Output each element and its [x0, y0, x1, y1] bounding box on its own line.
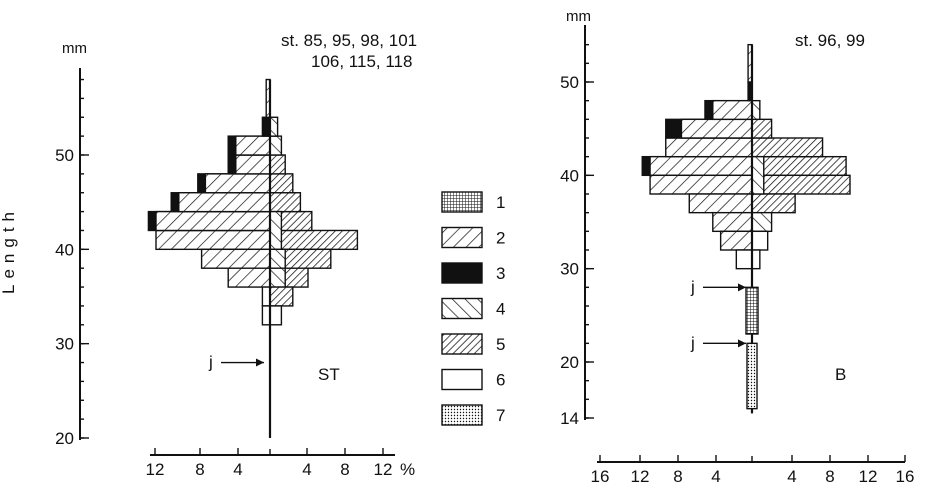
- right-bar: [751, 249, 761, 270]
- y-tick-label: 30: [55, 335, 74, 354]
- x-tick-label: 16: [591, 467, 610, 486]
- left-bar: [261, 116, 271, 137]
- x-tick-label: 12: [374, 460, 393, 479]
- y-tick-label: 50: [560, 73, 579, 92]
- panel2-y-unit: mm: [566, 8, 591, 25]
- panel-st: 20 30 40 50 12 8 4 4 8 12 j: [55, 68, 395, 479]
- left-bar: [719, 230, 753, 251]
- legend-label-4: 4: [496, 300, 505, 319]
- stem-cross-bar: [745, 286, 759, 335]
- stem-dots-bar: [746, 342, 758, 410]
- annotation-j: j: [208, 353, 213, 372]
- y-tick-label: 14: [560, 409, 579, 428]
- legend-label-1: 1: [496, 193, 505, 212]
- left-bar: [155, 229, 271, 251]
- right-bar: [751, 155, 847, 177]
- left-bar: [735, 249, 753, 270]
- annotation-j: j: [690, 277, 695, 296]
- right-bar: [751, 230, 769, 251]
- legend-swatch-6: [441, 368, 483, 391]
- y-tick-label: 50: [55, 146, 74, 165]
- legend-swatch-4: [441, 297, 483, 320]
- y-tick-label: 40: [55, 240, 74, 259]
- left-bar: [204, 173, 271, 194]
- right-bar: [269, 116, 279, 137]
- right-bar: [269, 248, 286, 269]
- legend-label-3: 3: [496, 264, 505, 283]
- x-tick-label: 16: [896, 467, 915, 486]
- right-bar: [751, 193, 796, 214]
- legend-label-6: 6: [496, 371, 505, 390]
- right-bar: [751, 174, 851, 195]
- right-bar: [751, 155, 765, 195]
- right-bar: [269, 210, 283, 251]
- left-bar: [235, 154, 271, 175]
- left-bar: [235, 135, 271, 156]
- left-bar: [649, 155, 753, 177]
- arrow-head: [738, 283, 746, 292]
- x-tick-label: 4: [787, 467, 796, 486]
- left-bar: [712, 99, 753, 121]
- right-bar: [269, 286, 294, 307]
- panel1-stations-line1: st. 85, 95, 98, 101: [281, 31, 417, 50]
- y-tick-label: 20: [560, 353, 579, 372]
- x-tick-label: 8: [825, 467, 834, 486]
- x-tick-label: 4: [302, 460, 311, 479]
- x-tick-label: 12: [631, 467, 650, 486]
- y-axis-title: Length: [0, 206, 18, 294]
- right-bar: [269, 229, 359, 251]
- x-tick-label: 12: [146, 460, 165, 479]
- legend-swatch-1: [441, 191, 483, 213]
- left-bar: [649, 174, 753, 195]
- y-tick-label: 20: [55, 429, 74, 448]
- right-bar: [751, 99, 761, 121]
- left-bar: [665, 137, 753, 158]
- x-tick-label: 4: [233, 460, 242, 479]
- panel2-stations-line1: st. 96, 99: [795, 31, 865, 50]
- right-bar: [269, 305, 283, 326]
- panel1-y-unit: mm: [62, 40, 87, 57]
- left-bar: [261, 286, 271, 307]
- legend-swatch-5: [441, 333, 483, 355]
- right-bar: [751, 137, 824, 158]
- arrow-head: [738, 339, 746, 348]
- legend-swatch-2: [441, 226, 483, 249]
- left-bar: [155, 210, 271, 232]
- left-bar: [227, 267, 271, 288]
- panel2-label: B: [835, 365, 846, 384]
- panel1-x-unit: %: [400, 460, 415, 479]
- right-bar: [269, 173, 294, 194]
- x-tick-label: 12: [859, 467, 878, 486]
- legend-swatch-7: [441, 404, 483, 426]
- x-tick-label: 4: [711, 467, 720, 486]
- panel-b: 14 20 30 40 50 16 12 8 4 4 8 12 16 j j: [560, 25, 914, 486]
- y-tick-label: 40: [560, 166, 579, 185]
- panel1-label: ST: [318, 365, 340, 384]
- x-tick-label: 8: [340, 460, 349, 479]
- left-bar: [712, 211, 753, 233]
- legend-swatch-3: [441, 262, 483, 284]
- legend-label-2: 2: [496, 229, 505, 248]
- legend: 1 2 3 4 5 6 7: [441, 191, 505, 426]
- right-bar: [751, 118, 773, 139]
- legend-label-5: 5: [496, 335, 505, 354]
- right-bar: [269, 135, 283, 156]
- right-bar: [269, 267, 286, 288]
- left-bar: [261, 305, 271, 326]
- x-tick-label: 8: [195, 460, 204, 479]
- arrow-head: [256, 358, 264, 367]
- right-bar: [269, 192, 302, 213]
- left-bar: [178, 192, 271, 213]
- legend-label-7: 7: [496, 406, 505, 425]
- right-bar: [269, 154, 286, 175]
- left-bar: [688, 193, 753, 214]
- left-bar: [200, 248, 271, 269]
- y-tick-label: 30: [560, 260, 579, 279]
- panel1-stations-line2: 106, 115, 118: [311, 52, 412, 71]
- annotation-j: j: [690, 333, 695, 352]
- right-bar: [751, 211, 773, 233]
- x-tick-label: 8: [673, 467, 682, 486]
- left-bar: [680, 118, 753, 139]
